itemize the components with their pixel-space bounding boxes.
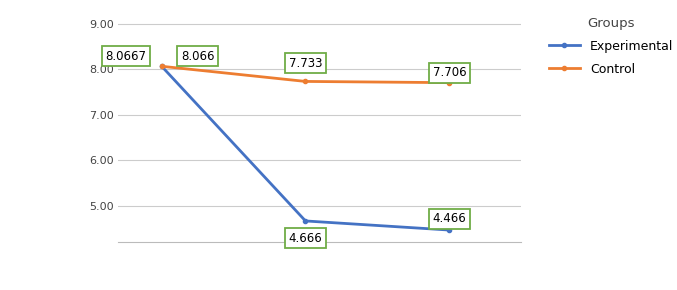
Line: Control: Control: [160, 64, 452, 85]
Text: Post-test: Post-test: [269, 258, 341, 272]
Text: 7.706: 7.706: [433, 66, 466, 79]
Text: 8.066: 8.066: [181, 50, 215, 63]
Line: Experimental: Experimental: [160, 64, 452, 232]
Text: X axis: X axis: [15, 111, 29, 158]
Text: 4.666: 4.666: [288, 232, 322, 245]
Text: Follow-up: Follow-up: [414, 258, 489, 272]
Control: [158, 65, 166, 68]
Experimental: [301, 219, 309, 223]
Text: 7.733: 7.733: [289, 57, 322, 70]
Text: 8.0667: 8.0667: [105, 50, 146, 63]
Control: [445, 81, 454, 84]
Experimental: [158, 64, 166, 68]
Text: Pre-test: Pre-test: [127, 258, 191, 272]
Text: 4.466: 4.466: [433, 212, 466, 225]
Text: Y axis: Y axis: [35, 258, 81, 272]
Legend: Experimental, Control: Experimental, Control: [544, 12, 677, 81]
Control: [301, 80, 309, 83]
Experimental: [445, 228, 454, 232]
